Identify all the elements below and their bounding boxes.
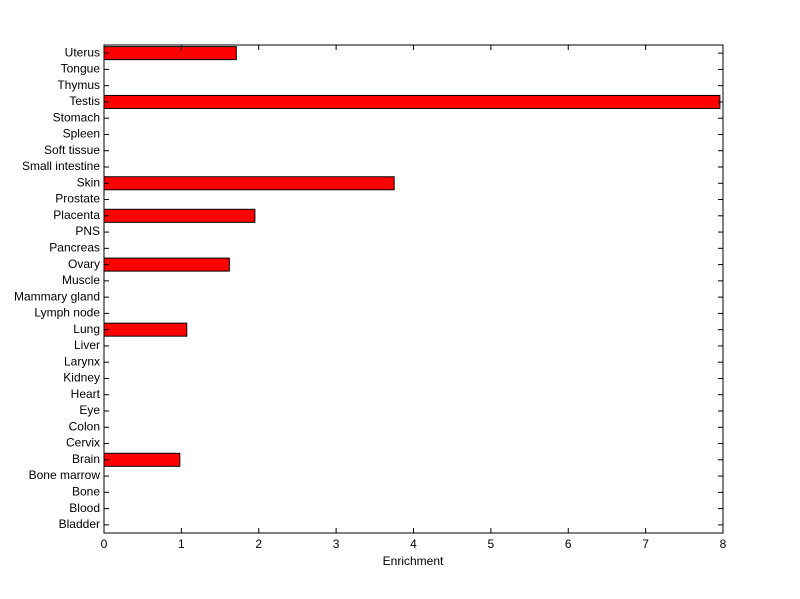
y-tick-label: Eye bbox=[79, 403, 100, 417]
y-tick-label: PNS bbox=[75, 224, 100, 238]
y-tick-label: Bone bbox=[72, 485, 100, 499]
y-tick-label: Mammary gland bbox=[14, 289, 100, 303]
bar bbox=[103, 94, 721, 109]
y-tick-label: Lymph node bbox=[34, 306, 100, 320]
y-tick-label: Skin bbox=[77, 175, 100, 189]
y-tick-label: Prostate bbox=[55, 192, 100, 206]
plot-frame bbox=[103, 44, 724, 534]
y-tick-label: Stomach bbox=[53, 110, 100, 124]
x-tick-label: 5 bbox=[488, 537, 495, 551]
y-tick-label: Kidney bbox=[63, 371, 100, 385]
x-tick-label: 7 bbox=[642, 537, 649, 551]
y-tick-label: Pancreas bbox=[49, 241, 100, 255]
x-tick-label: 0 bbox=[101, 537, 108, 551]
y-tick-label: Spleen bbox=[63, 127, 100, 141]
y-tick-label: Uterus bbox=[65, 45, 100, 59]
bar bbox=[103, 257, 230, 272]
x-tick-label: 3 bbox=[333, 537, 340, 551]
bar bbox=[103, 208, 256, 223]
y-tick-label: Brain bbox=[72, 452, 100, 466]
y-tick-label: Testis bbox=[69, 94, 100, 108]
y-tick-label: Blood bbox=[69, 501, 100, 515]
bar bbox=[103, 176, 395, 191]
x-axis-label: Enrichment bbox=[383, 554, 444, 568]
y-tick-label: Small intestine bbox=[22, 159, 100, 173]
y-tick-label: Bladder bbox=[59, 517, 100, 531]
y-tick-label: Muscle bbox=[62, 273, 100, 287]
x-tick-label: 6 bbox=[565, 537, 572, 551]
y-tick-label: Placenta bbox=[53, 208, 100, 222]
x-tick-label: 4 bbox=[410, 537, 417, 551]
bar bbox=[103, 452, 181, 467]
y-tick-label: Cervix bbox=[66, 436, 100, 450]
x-tick-label: 2 bbox=[255, 537, 262, 551]
y-tick-label: Lung bbox=[73, 322, 100, 336]
y-tick-label: Soft tissue bbox=[44, 143, 100, 157]
y-tick-label: Ovary bbox=[68, 257, 100, 271]
y-tick-label: Tongue bbox=[61, 62, 101, 76]
x-tick-label: 8 bbox=[720, 537, 727, 551]
bar bbox=[103, 322, 188, 337]
y-tick-label: Thymus bbox=[57, 78, 100, 92]
y-tick-label: Liver bbox=[74, 338, 100, 352]
y-tick-label: Colon bbox=[69, 419, 100, 433]
y-tick-label: Bone marrow bbox=[29, 468, 101, 482]
x-tick-label: 1 bbox=[178, 537, 185, 551]
y-tick-label: Heart bbox=[71, 387, 101, 401]
bar bbox=[103, 46, 237, 61]
y-tick-label: Larynx bbox=[64, 354, 100, 368]
